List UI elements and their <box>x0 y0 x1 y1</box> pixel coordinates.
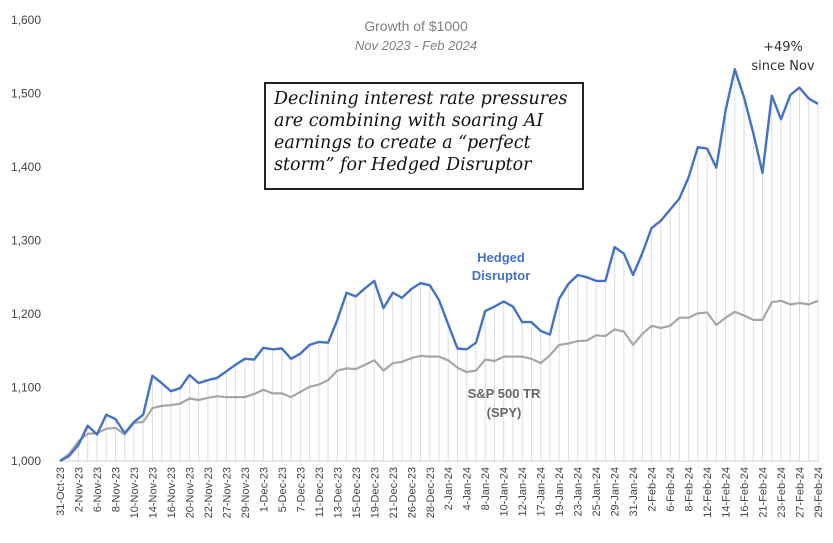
x-tick-label: 5-Dec-23 <box>277 467 289 512</box>
x-tick-label: 23-Feb-24 <box>776 467 788 518</box>
y-tick-label: 1,400 <box>11 160 41 174</box>
x-tick-label: 12-Jan-24 <box>517 467 529 517</box>
x-tick-label: 27-Nov-23 <box>221 467 233 518</box>
x-tick-label: 13-Dec-23 <box>332 467 344 518</box>
x-tick-label: 22-Nov-23 <box>203 467 215 518</box>
gain-note-line2: since Nov <box>751 59 815 74</box>
y-axis-ticks: 1,000 1,100 1,200 1,300 1,400 1,500 1,600 <box>11 13 41 468</box>
x-tick-label: 15-Dec-23 <box>351 467 363 518</box>
y-tick-label: 1,100 <box>11 381 41 395</box>
x-tick-label: 8-Jan-24 <box>480 467 492 510</box>
x-tick-label: 25-Jan-24 <box>591 467 603 517</box>
x-tick-label: 2-Nov-23 <box>73 467 85 512</box>
x-tick-label: 21-Dec-23 <box>388 467 400 518</box>
y-tick-label: 1,300 <box>11 234 41 248</box>
y-tick-label: 1,600 <box>11 13 41 27</box>
x-tick-label: 23-Jan-24 <box>573 467 585 517</box>
gain-note-line1: +49% <box>763 40 803 55</box>
x-tick-label: 28-Dec-23 <box>425 467 437 518</box>
callout-text: Declining interest rate pressures are co… <box>274 89 568 175</box>
y-tick-label: 1,200 <box>11 307 41 321</box>
chart-subtitle: Nov 2023 - Feb 2024 <box>355 38 477 53</box>
spy-label-line2: (SPY) <box>487 405 522 420</box>
x-tick-label: 6-Feb-24 <box>665 467 677 512</box>
x-tick-label: 7-Dec-23 <box>295 467 307 512</box>
x-tick-label: 20-Nov-23 <box>184 467 196 518</box>
x-tick-label: 31-Oct-23 <box>55 467 67 516</box>
x-tick-label: 14-Nov-23 <box>147 467 159 518</box>
x-tick-label: 21-Feb-24 <box>758 467 770 518</box>
x-tick-label: 6-Nov-23 <box>92 467 104 512</box>
hedged-disruptor-label-line1: Hedged <box>477 250 525 265</box>
x-tick-label: 16-Nov-23 <box>166 467 178 518</box>
x-tick-label: 29-Nov-23 <box>240 467 252 518</box>
x-tick-label: 17-Jan-24 <box>536 467 548 517</box>
callout-box: Declining interest rate pressures are co… <box>264 82 584 190</box>
x-tick-label: 10-Jan-24 <box>499 467 511 517</box>
x-tick-label: 2-Jan-24 <box>443 467 455 510</box>
x-tick-label: 19-Jan-24 <box>554 467 566 517</box>
x-tick-label: 1-Dec-23 <box>258 467 270 512</box>
x-tick-label: 14-Feb-24 <box>721 467 733 518</box>
x-tick-label: 8-Nov-23 <box>110 467 122 512</box>
x-axis-ticks: 31-Oct-23 2-Nov-23 6-Nov-23 8-Nov-23 10-Nov-… <box>55 467 825 518</box>
x-tick-label: 10-Nov-23 <box>129 467 141 518</box>
spy-label-line1: S&P 500 TR <box>468 386 541 401</box>
x-tick-label: 12-Feb-24 <box>702 467 714 518</box>
x-tick-label: 19-Dec-23 <box>369 467 381 518</box>
y-tick-label: 1,000 <box>11 454 41 468</box>
x-tick-label: 26-Dec-23 <box>406 467 418 518</box>
chart-title: Growth of $1000 <box>364 18 468 34</box>
x-tick-label: 11-Dec-23 <box>314 467 326 518</box>
x-tick-label: 29-Feb-24 <box>813 467 825 518</box>
drop-lines <box>68 69 819 461</box>
x-tick-label: 16-Feb-24 <box>739 467 751 518</box>
spy-line <box>59 299 819 462</box>
hedged-disruptor-line <box>59 67 819 463</box>
hedged-disruptor-label-line2: Disruptor <box>472 268 531 283</box>
x-tick-label: 31-Jan-24 <box>628 467 640 517</box>
x-tick-label: 27-Feb-24 <box>795 467 807 518</box>
x-tick-label: 4-Jan-24 <box>462 467 474 510</box>
x-tick-label: 29-Jan-24 <box>610 467 622 517</box>
series-lines <box>59 67 819 463</box>
y-tick-label: 1,500 <box>11 87 41 101</box>
x-tick-label: 8-Feb-24 <box>684 467 696 512</box>
x-tick-label: 2-Feb-24 <box>647 467 659 512</box>
